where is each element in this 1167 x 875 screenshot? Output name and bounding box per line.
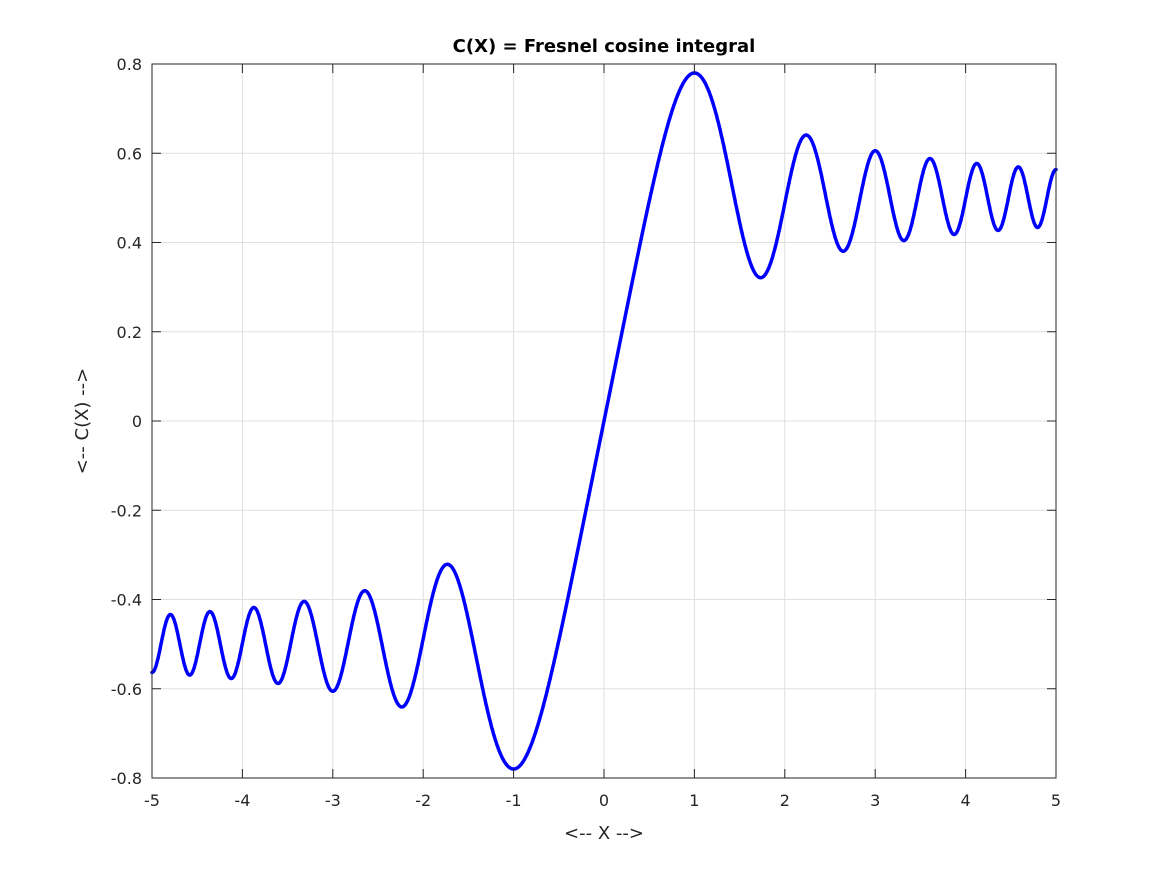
x-tick-label: 5 [1051, 791, 1061, 810]
series-line [150, 71, 1058, 771]
x-tick-label: 1 [689, 791, 699, 810]
y-tick-label: -0.8 [111, 769, 142, 788]
y-tick-label: -0.2 [111, 501, 142, 520]
x-tick-label: 4 [961, 791, 971, 810]
x-tick-label: -2 [415, 791, 431, 810]
y-axis-label: <-- C(X) --> [72, 368, 93, 475]
x-tick-label: 0 [599, 791, 609, 810]
y-tick-label: 0.2 [117, 323, 142, 342]
x-axis-label: <-- X --> [564, 823, 644, 844]
x-tick-label: -4 [234, 791, 250, 810]
x-tick-label: -3 [325, 791, 341, 810]
y-tick-label: -0.4 [111, 591, 142, 610]
y-tick-label: 0.4 [117, 234, 142, 253]
y-tick-label: 0 [132, 412, 142, 431]
tick-layer [151, 63, 1057, 779]
x-tick-label: 3 [870, 791, 880, 810]
y-tick-label: 0.6 [117, 144, 142, 163]
x-tick-label: -5 [144, 791, 160, 810]
y-tick-label: 0.8 [117, 55, 142, 74]
curve-layer [150, 71, 1058, 771]
chart-title: C(X) = Fresnel cosine integral [453, 36, 756, 57]
y-tick-label: -0.6 [111, 680, 142, 699]
x-tick-label: 2 [780, 791, 790, 810]
tick-label-layer: -5 -4 -3 -2 -1 0 1 2 3 4 5 -0.8 -0.6 -0.4 -0.2 0 0.2 0.4 0… [111, 55, 1061, 810]
x-tick-label: -1 [506, 791, 522, 810]
